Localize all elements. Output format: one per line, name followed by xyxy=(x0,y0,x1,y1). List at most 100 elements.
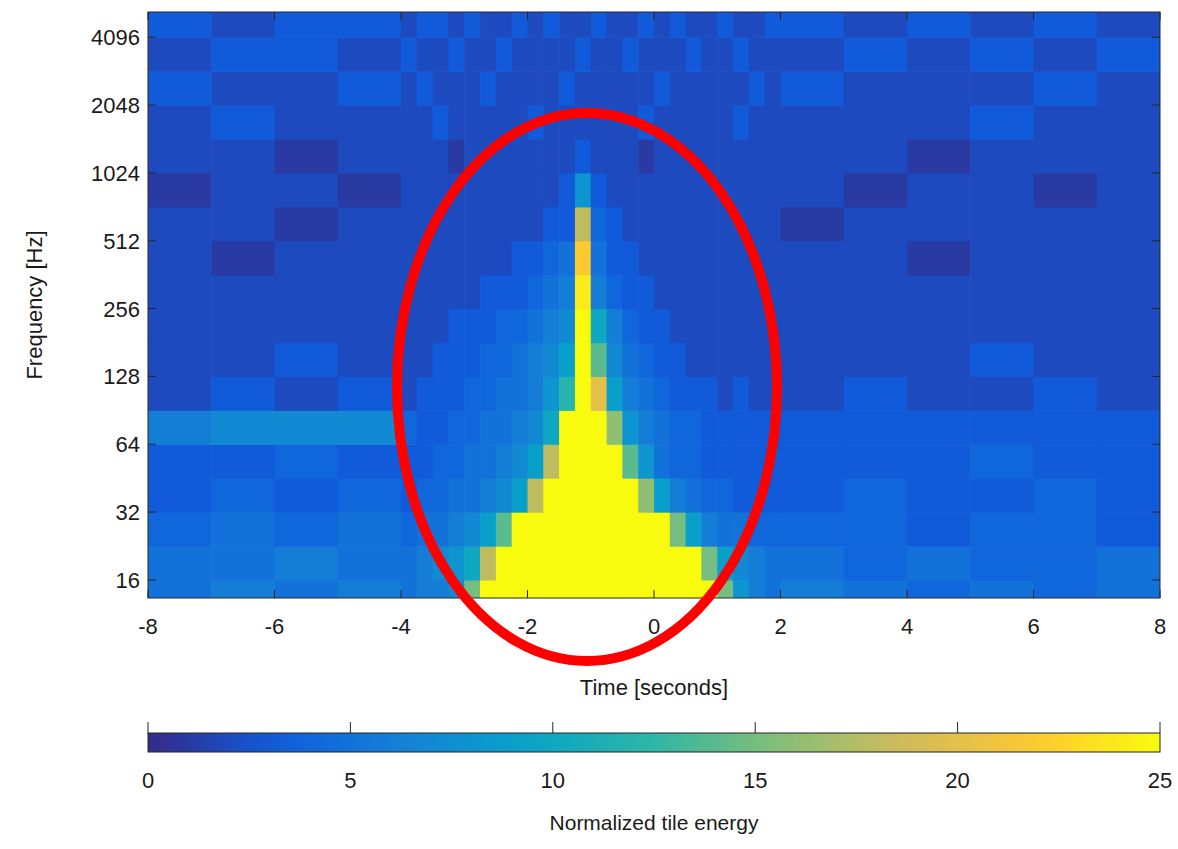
cell xyxy=(338,173,402,208)
cell xyxy=(670,173,686,208)
cell xyxy=(638,580,654,598)
cell xyxy=(1097,173,1160,208)
cell xyxy=(622,376,638,411)
cell xyxy=(148,376,212,411)
cell xyxy=(733,410,749,445)
colorbar-tick xyxy=(350,722,351,733)
cell xyxy=(211,376,275,411)
y-tick xyxy=(1152,172,1160,173)
cell xyxy=(907,139,971,174)
cell xyxy=(1034,478,1098,513)
cell xyxy=(512,309,528,344)
cell xyxy=(638,37,654,72)
cell xyxy=(701,207,717,242)
cell xyxy=(781,309,845,344)
cell xyxy=(543,241,559,276)
cell xyxy=(543,444,559,478)
x-tick-label: 6 xyxy=(1027,614,1039,639)
cell xyxy=(575,139,591,174)
cell xyxy=(1034,580,1098,598)
cell xyxy=(749,12,765,38)
y-tick-label: 64 xyxy=(116,432,140,457)
cell xyxy=(401,546,417,580)
cell xyxy=(607,37,623,72)
cell xyxy=(401,139,417,174)
cell xyxy=(717,444,733,478)
cell xyxy=(211,173,275,208)
cell xyxy=(686,342,702,377)
cell xyxy=(543,342,559,377)
cell xyxy=(338,580,402,598)
cell xyxy=(717,376,733,411)
cell xyxy=(907,241,971,276)
cell xyxy=(480,478,496,513)
cell xyxy=(464,207,480,242)
cell xyxy=(433,139,449,174)
cell xyxy=(448,512,464,547)
cell xyxy=(211,139,275,174)
cell xyxy=(970,309,1034,344)
cell xyxy=(701,512,717,547)
cell xyxy=(1097,478,1160,513)
cell xyxy=(670,309,686,344)
cell xyxy=(275,512,339,547)
cell xyxy=(559,512,575,547)
cell xyxy=(844,376,908,411)
cell xyxy=(401,12,417,38)
cell xyxy=(575,512,591,547)
cell xyxy=(496,37,512,72)
cell xyxy=(591,512,607,547)
cell xyxy=(591,173,607,208)
cell xyxy=(543,12,559,38)
colorbar-tick xyxy=(552,722,553,733)
cell xyxy=(559,342,575,377)
x-tick xyxy=(401,12,402,20)
cell xyxy=(749,37,765,72)
cell xyxy=(480,71,496,106)
y-tick-label: 4096 xyxy=(91,25,140,50)
cell xyxy=(622,512,638,547)
cell xyxy=(733,478,749,513)
cell xyxy=(464,478,480,513)
cell xyxy=(622,12,638,38)
cell xyxy=(907,410,971,445)
cell xyxy=(211,12,275,38)
cell xyxy=(1034,173,1098,208)
cell xyxy=(749,546,765,580)
cell xyxy=(211,309,275,344)
cell xyxy=(433,342,449,377)
cell xyxy=(765,580,781,598)
x-tick xyxy=(274,12,275,20)
cell xyxy=(559,410,575,445)
cell xyxy=(496,376,512,411)
x-tick xyxy=(1033,12,1034,20)
cell xyxy=(211,444,275,478)
cell xyxy=(1034,12,1098,38)
cell xyxy=(622,410,638,445)
cell xyxy=(211,342,275,377)
x-tick-label: 4 xyxy=(901,614,913,639)
cell xyxy=(686,241,702,276)
cell xyxy=(844,444,908,478)
cell xyxy=(528,37,544,72)
cell xyxy=(338,444,402,478)
y-tick xyxy=(148,172,156,173)
cell xyxy=(211,37,275,72)
cell xyxy=(275,309,339,344)
cell xyxy=(970,478,1034,513)
cell xyxy=(211,512,275,547)
cell xyxy=(701,376,717,411)
cell xyxy=(575,173,591,208)
cell xyxy=(148,512,212,547)
cell xyxy=(528,71,544,106)
y-tick xyxy=(148,579,156,580)
x-tick-label: 2 xyxy=(774,614,786,639)
cell xyxy=(717,410,733,445)
cell xyxy=(275,376,339,411)
cell xyxy=(844,139,908,174)
cell xyxy=(591,376,607,411)
cell xyxy=(749,580,765,598)
cell xyxy=(654,512,670,547)
cell xyxy=(448,478,464,513)
cell xyxy=(528,207,544,242)
